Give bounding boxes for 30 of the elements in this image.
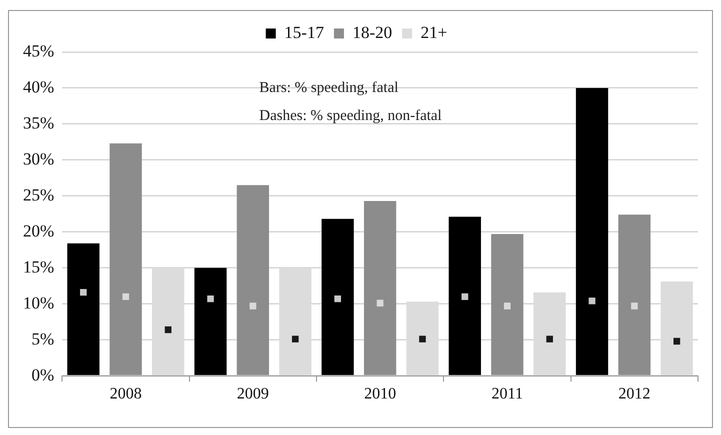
legend-label: 18-20 [352, 22, 392, 42]
y-tick-label: 5% [31, 329, 54, 348]
legend-label: 21+ [420, 22, 448, 42]
y-tick-label: 15% [22, 257, 54, 276]
y-tick-label: 40% [22, 77, 54, 96]
x-tick-label: 2009 [236, 386, 269, 403]
x-tick-label: 2010 [364, 386, 396, 403]
bar [110, 143, 142, 376]
bar [236, 185, 270, 376]
y-tick-label: 45% [22, 41, 54, 60]
annotation: Bars: % speeding, fatal [259, 80, 398, 96]
y-tick-label: 25% [22, 185, 54, 204]
bar [364, 200, 396, 376]
bar [67, 243, 100, 376]
bar [322, 218, 354, 376]
y-tick-label: 35% [22, 113, 54, 132]
bar [194, 268, 227, 376]
x-tick-label: 2012 [618, 386, 650, 403]
bar [618, 214, 651, 376]
y-tick-label: 10% [22, 293, 54, 312]
bar [576, 88, 608, 376]
y-tick-label: 20% [22, 221, 54, 240]
annotation: Dashes: % speeding, non-fatal [259, 108, 442, 124]
bar [448, 216, 481, 376]
legend-label: 15-17 [284, 22, 324, 42]
x-tick-label: 2008 [110, 386, 142, 403]
y-tick-label: 0% [31, 365, 54, 384]
x-tick-label: 2011 [492, 386, 523, 403]
y-tick-label: 30% [22, 149, 54, 168]
bar [491, 234, 524, 376]
